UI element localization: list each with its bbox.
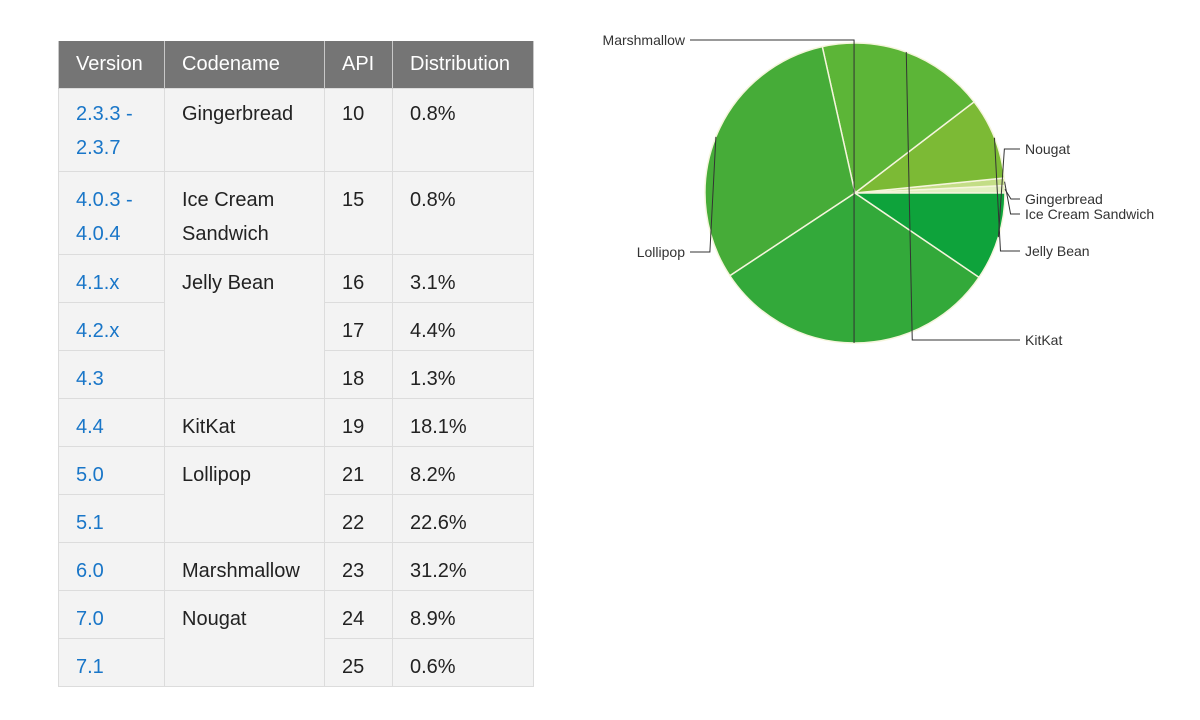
version-cell: 6.0: [58, 541, 165, 591]
version-cell: 7.1: [58, 637, 165, 687]
version-link[interactable]: 5.0: [76, 463, 104, 486]
version-cell: 4.2.x: [58, 301, 165, 351]
header-version: Version: [58, 41, 165, 88]
table-row: 4.3 18 1.3%: [58, 349, 534, 399]
slice-label-nougat: Nougat: [1025, 141, 1070, 157]
version-cell: 4.3: [58, 349, 165, 399]
distribution-cell: 22.6%: [392, 493, 534, 543]
table-row: 4.1.x Jelly Bean 16 3.1%: [58, 253, 534, 399]
codename-cell: Nougat: [164, 589, 325, 687]
header-codename: Codename: [164, 41, 325, 88]
api-cell: 10: [324, 87, 393, 172]
distribution-cell: 4.4%: [392, 301, 534, 351]
version-cell: 4.4: [58, 397, 165, 447]
api-cell: 19: [324, 397, 393, 447]
version-link[interactable]: 6.0: [76, 559, 104, 582]
distribution-table: Version Codename API Distribution 2.3.3 …: [58, 41, 534, 687]
distribution-cell: 8.9%: [392, 589, 534, 639]
leader-line-ice-cream-sandwich: [1004, 181, 1020, 215]
table-row: 2.3.3 - 2.3.7 Gingerbread 10 0.8%: [58, 87, 534, 172]
distribution-cell: 31.2%: [392, 541, 534, 591]
header-api: API: [324, 41, 393, 88]
version-link[interactable]: 2.3.3 - 2.3.7: [76, 102, 133, 159]
codename-cell: Ice Cream Sandwich: [164, 170, 325, 255]
api-cell: 21: [324, 445, 393, 495]
distribution-cell: 0.6%: [392, 637, 534, 687]
slice-label-marshmallow: Marshmallow: [603, 32, 686, 48]
api-cell: 25: [324, 637, 393, 687]
distribution-cell: 1.3%: [392, 349, 534, 399]
version-link[interactable]: 7.1: [76, 655, 104, 678]
version-cell: 4.0.3 - 4.0.4: [58, 170, 165, 255]
version-link[interactable]: 4.3: [76, 367, 104, 390]
codename-cell: Marshmallow: [164, 541, 325, 591]
distribution-cell: 0.8%: [392, 170, 534, 255]
table-header-row: Version Codename API Distribution: [58, 41, 534, 88]
distribution-cell: 0.8%: [392, 87, 534, 172]
api-cell: 18: [324, 349, 393, 399]
table-row: 4.0.3 - 4.0.4 Ice Cream Sandwich 15 0.8%: [58, 170, 534, 255]
leader-line-kitkat: [905, 52, 1020, 341]
codename-cell: Jelly Bean: [164, 253, 325, 399]
table-row: 5.0 Lollipop 21 8.2%: [58, 445, 534, 543]
slice-label-lollipop: Lollipop: [637, 244, 685, 260]
version-link[interactable]: 4.0.3 - 4.0.4: [76, 188, 133, 245]
table-row: 4.2.x 17 4.4%: [58, 301, 534, 351]
api-cell: 23: [324, 541, 393, 591]
version-link[interactable]: 4.2.x: [76, 319, 120, 342]
leader-line-lollipop: [690, 136, 717, 253]
distribution-cell: 18.1%: [392, 397, 534, 447]
version-cell: 7.0: [58, 589, 165, 639]
codename-cell: KitKat: [164, 397, 325, 447]
table-row: 5.1 22 22.6%: [58, 493, 534, 543]
version-link[interactable]: 5.1: [76, 511, 104, 534]
slice-label-kitkat: KitKat: [1025, 332, 1062, 348]
distribution-cell: 8.2%: [392, 445, 534, 495]
version-cell: 5.1: [58, 493, 165, 543]
version-cell: 5.0: [58, 445, 165, 495]
api-cell: 17: [324, 301, 393, 351]
version-cell: 4.1.x: [58, 253, 165, 303]
table-row: 4.4 KitKat 19 18.1%: [58, 397, 534, 447]
table-row: 7.1 25 0.6%: [58, 637, 534, 687]
codename-cell: Gingerbread: [164, 87, 325, 172]
distribution-cell: 3.1%: [392, 253, 534, 303]
slice-label-ice-cream-sandwich: Ice Cream Sandwich: [1025, 206, 1154, 222]
api-cell: 24: [324, 589, 393, 639]
version-cell: 2.3.3 - 2.3.7: [58, 87, 165, 172]
version-link[interactable]: 7.0: [76, 607, 104, 630]
api-cell: 22: [324, 493, 393, 543]
leader-line-marshmallow: [690, 39, 855, 343]
codename-cell: Lollipop: [164, 445, 325, 543]
version-link[interactable]: 4.1.x: [76, 271, 120, 294]
slice-label-gingerbread: Gingerbread: [1025, 191, 1103, 207]
slice-label-jelly-bean: Jelly Bean: [1025, 243, 1090, 259]
api-cell: 15: [324, 170, 393, 255]
leader-line-nougat: [997, 148, 1020, 238]
pie-slices: [704, 42, 1006, 344]
leader-line-jelly-bean: [993, 137, 1020, 252]
api-cell: 16: [324, 253, 393, 303]
header-distribution: Distribution: [392, 41, 534, 88]
table-row: 6.0 Marshmallow 23 31.2%: [58, 541, 534, 591]
table-row: 7.0 Nougat 24 8.9%: [58, 589, 534, 687]
version-link[interactable]: 4.4: [76, 415, 104, 438]
